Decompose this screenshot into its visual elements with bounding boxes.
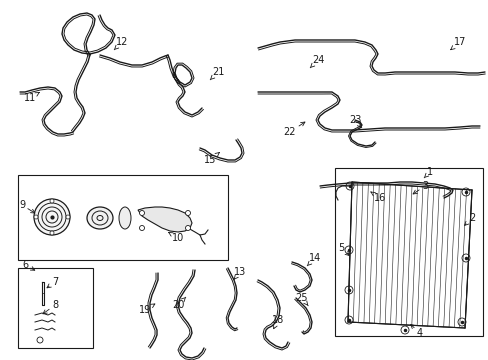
Circle shape [50, 199, 54, 203]
Text: 1: 1 [423, 167, 432, 178]
Polygon shape [138, 207, 192, 232]
Circle shape [50, 231, 54, 235]
Text: 14: 14 [306, 253, 321, 266]
Text: 12: 12 [114, 37, 128, 50]
Text: 10: 10 [168, 233, 184, 243]
Text: 15: 15 [203, 153, 219, 165]
Ellipse shape [34, 199, 70, 235]
Text: 4: 4 [410, 324, 422, 338]
Text: 2: 2 [464, 213, 474, 225]
Text: 18: 18 [271, 315, 284, 329]
Text: 25: 25 [295, 293, 307, 306]
Polygon shape [347, 182, 471, 328]
Text: 24: 24 [309, 55, 324, 68]
Text: 8: 8 [43, 300, 58, 314]
Circle shape [66, 215, 70, 219]
Text: 3: 3 [412, 181, 427, 194]
Text: 16: 16 [370, 192, 386, 203]
Circle shape [34, 215, 38, 219]
Bar [18, 268, 93, 348]
Ellipse shape [119, 207, 131, 229]
Text: 9: 9 [19, 200, 35, 213]
Text: 13: 13 [233, 267, 245, 280]
Bar [334, 168, 482, 336]
Text: 5: 5 [337, 243, 348, 256]
Text: 20: 20 [171, 297, 185, 310]
Text: 6: 6 [22, 260, 35, 270]
Circle shape [185, 225, 190, 230]
Text: 11: 11 [24, 93, 39, 103]
Text: 7: 7 [47, 277, 58, 288]
Circle shape [185, 211, 190, 216]
Text: 23: 23 [348, 115, 361, 128]
Circle shape [139, 225, 144, 230]
Text: 21: 21 [210, 67, 224, 80]
Bar [18, 175, 227, 260]
Ellipse shape [87, 207, 113, 229]
Text: 22: 22 [283, 122, 305, 137]
Circle shape [139, 211, 144, 216]
Text: 19: 19 [139, 304, 155, 315]
Text: 17: 17 [450, 37, 465, 50]
